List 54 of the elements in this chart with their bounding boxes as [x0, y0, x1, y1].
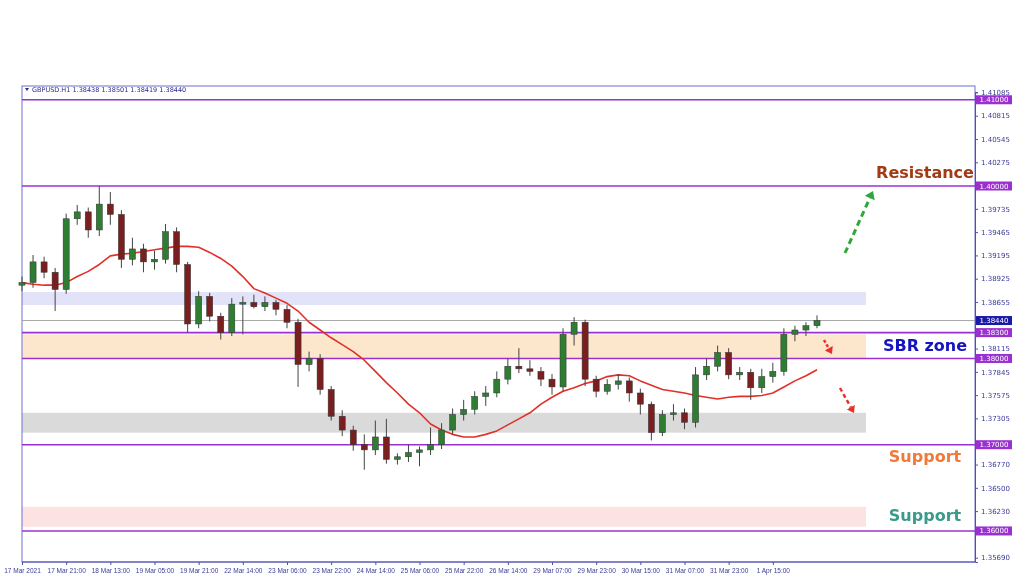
candlestick: [239, 295, 247, 335]
candlestick: [29, 254, 37, 289]
candlestick: [769, 362, 777, 384]
candlestick: [493, 370, 501, 398]
candlestick: [51, 267, 59, 312]
candlestick: [758, 368, 766, 394]
candlestick: [471, 390, 478, 416]
candlestick: [261, 295, 269, 312]
candlestick: [515, 347, 523, 374]
candlestick: [73, 204, 81, 226]
candlestick: [206, 292, 213, 322]
candlestick: [361, 433, 368, 471]
candlestick: [802, 321, 810, 337]
candlestick: [140, 243, 147, 273]
candlestick: [151, 250, 158, 271]
candlestick: [747, 368, 755, 401]
candlestick: [703, 357, 710, 381]
candlestick: [592, 375, 600, 398]
candlestick: [416, 445, 423, 467]
text: SBR zone: [882, 336, 968, 355]
candlestick: [659, 409, 666, 437]
candlestick: [438, 422, 445, 450]
text: Support: [888, 447, 962, 466]
candlestick: [526, 359, 534, 377]
candlestick: [40, 256, 48, 279]
candlestick: [372, 420, 379, 456]
candlestick: [129, 237, 136, 266]
candlestick: [449, 408, 456, 435]
candlestick: [460, 399, 467, 422]
candlestick: [427, 426, 434, 456]
candlestick: [791, 325, 799, 342]
candlestick: [18, 276, 26, 292]
candlestick: [84, 207, 92, 239]
candlestick: [725, 347, 732, 380]
text: Resistance: [876, 163, 975, 182]
text: Support: [888, 506, 962, 525]
candlestick: [537, 366, 545, 387]
candlestick: [383, 418, 390, 465]
candlestick: [504, 357, 512, 385]
candlestick: [107, 191, 114, 226]
candlestick: [626, 376, 633, 403]
candlestick: [250, 294, 258, 309]
candlestick: [338, 409, 346, 437]
candlestick: [305, 351, 313, 372]
candlestick: [813, 314, 821, 329]
candlestick: [681, 408, 688, 430]
candlestick: [714, 345, 721, 372]
candlestick: [548, 373, 556, 396]
candlestick: [283, 304, 291, 329]
candlestick: [570, 316, 578, 347]
candlestick: [349, 425, 357, 452]
candlestick: [217, 312, 225, 340]
candlestick: [482, 385, 490, 407]
candlestick: [637, 388, 644, 416]
